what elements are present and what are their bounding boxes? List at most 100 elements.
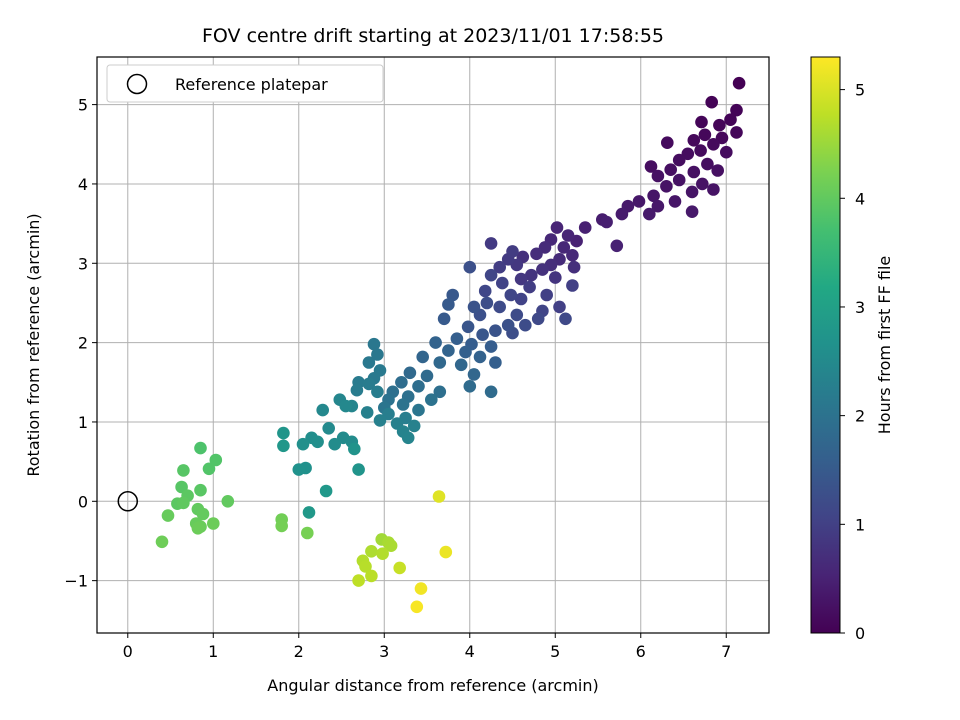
data-point [610,239,624,253]
data-point [221,495,235,508]
data-point [496,276,509,290]
colorbar: 0 1 2 3 4 5 Hours from first FF file [810,56,894,643]
data-point [720,145,733,159]
y-tick-label: 5 [78,96,88,115]
data-point [615,207,629,221]
colorbar-tick-label: 0 [855,624,865,643]
plot-frame [96,56,770,634]
data-point [360,406,374,419]
data-point [191,522,205,535]
data-point [732,76,746,90]
data-point [352,463,365,476]
data-point [328,437,342,451]
data-point [463,260,477,274]
data-point [578,221,592,234]
data-point [359,560,372,573]
data-point [339,399,353,413]
data-point [567,260,581,274]
x-tick-label: 3 [379,642,389,661]
data-point [311,435,324,449]
x-tick-label: 0 [123,642,133,661]
data-point [696,177,709,191]
data-point [698,128,712,142]
data-point [531,312,545,326]
legend: Reference platepar [106,64,384,103]
data-point [463,380,477,393]
data-point [207,517,220,530]
data-point [439,545,453,559]
data-point [371,385,384,399]
data-point [484,385,498,399]
data-point [664,163,677,176]
data-point [319,484,333,498]
data-point [661,136,674,149]
y-tick-label: 3 [78,254,88,273]
data-point [412,380,425,393]
data-point [660,180,673,193]
data-point [425,393,438,407]
data-point [450,332,464,346]
data-point [711,164,724,177]
data-point [480,296,494,310]
data-point [484,237,498,250]
colorbar-tick-label: 2 [855,407,865,426]
data-point [484,268,498,282]
y-tick-label: −1 [64,572,88,591]
data-point [540,288,553,302]
data-point [566,279,579,292]
data-point [559,312,572,326]
data-point [446,288,460,302]
data-point [371,348,384,361]
data-point [506,245,519,258]
data-point [432,490,446,503]
data-point [550,221,564,234]
legend-label: Reference platepar [175,75,328,94]
data-points [155,76,746,614]
data-point [437,312,451,326]
data-point [401,431,415,445]
data-point [707,183,720,196]
data-point [504,288,518,302]
data-point [177,464,190,477]
data-point [416,350,430,364]
data-point [454,358,468,372]
data-point [514,292,528,306]
data-point [730,103,743,117]
legend-box [106,64,384,103]
data-point [549,271,562,284]
colorbar-label: Hours from first FF file [875,256,894,435]
data-point [155,535,169,549]
data-point [510,308,524,322]
data-point [687,165,701,179]
data-point [501,318,515,332]
data-point [277,426,290,440]
data-point [403,366,417,380]
data-point [724,113,737,126]
data-point [694,144,707,157]
data-point [514,272,528,286]
data-point [695,115,708,129]
data-point [644,160,658,173]
data-point [420,369,434,383]
y-axis-label: Rotation from reference (arcmin) [24,213,43,476]
data-point [632,195,646,208]
data-point [523,280,536,294]
data-point [536,263,549,276]
y-tick-label: 2 [78,334,88,353]
data-point [489,356,502,369]
data-point [433,356,447,369]
chart-title: FOV centre drift starting at 2023/11/01 … [202,25,664,47]
reference-marker [117,491,139,512]
data-point [493,300,507,314]
data-point [292,463,306,476]
data-point [367,337,381,351]
x-axis-label: Angular distance from reference (arcmin) [267,676,598,695]
data-point [348,442,361,456]
data-point [715,131,729,145]
data-point [365,569,378,583]
data-point [414,582,428,595]
data-point [685,205,699,218]
data-point [530,247,543,261]
data-point [553,300,566,314]
x-tick-label: 2 [294,642,304,661]
